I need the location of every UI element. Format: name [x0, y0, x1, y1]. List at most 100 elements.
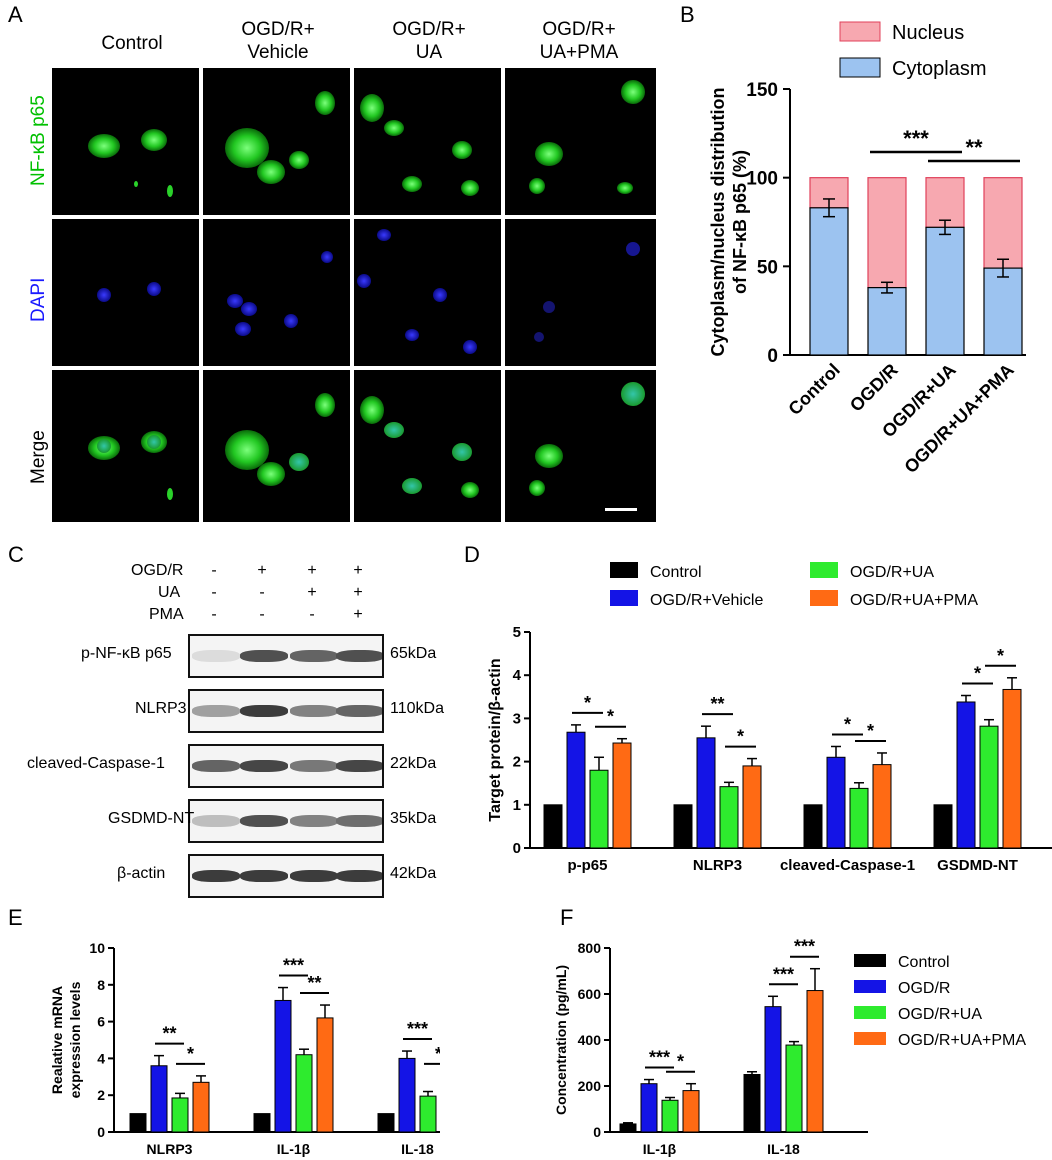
bar	[661, 1099, 679, 1133]
scale-bar	[605, 508, 637, 511]
image-merge-vehicle	[203, 370, 350, 522]
y-tick-label: 2	[97, 1087, 105, 1103]
treatment-sign: -	[211, 562, 217, 579]
treatment-sign: -	[259, 606, 265, 623]
significance-label: *	[187, 1044, 194, 1064]
kda-label: 22kDa	[390, 755, 437, 772]
significance-label: ***	[649, 1048, 670, 1068]
treatment-sign: +	[257, 562, 267, 579]
blot-band	[336, 705, 382, 717]
legend-label: OGD/R	[898, 980, 950, 997]
y-tick-label: 0	[767, 346, 778, 367]
treatment-sign: -	[309, 606, 315, 623]
bar	[719, 786, 739, 849]
significance-label: ***	[283, 956, 304, 976]
category-label: OGD/R	[846, 360, 902, 416]
category-label: cleaved-Caspase-1	[780, 857, 915, 874]
image-nfkb-ua-pma	[505, 68, 656, 215]
legend-label: OGD/R+Vehicle	[650, 592, 763, 609]
legend-swatch	[839, 57, 881, 78]
legend-swatch	[839, 21, 881, 42]
blot-band	[240, 870, 288, 882]
legend-swatch	[610, 562, 638, 578]
chart-e: 0246810************NLRP3IL-1βIL-18Realat…	[49, 940, 440, 1157]
legend-label: OGD/R+UA+PMA	[898, 1032, 1026, 1049]
y-tick-label: 4	[97, 1050, 105, 1066]
y-tick-label: 6	[97, 1014, 105, 1030]
treatment-label: OGD/R	[131, 562, 184, 579]
bar	[785, 1044, 803, 1133]
bar	[849, 787, 869, 849]
y-tick-label: 5	[513, 624, 521, 641]
significance-label: *	[584, 693, 591, 713]
image-merge-ua	[354, 370, 501, 522]
blot-strip	[188, 744, 384, 788]
bar	[1002, 688, 1022, 849]
legend-label: Nucleus	[892, 22, 964, 44]
column-label-line: Vehicle	[247, 42, 309, 63]
blot-band	[192, 760, 240, 772]
column-label-line: UA+PMA	[539, 42, 619, 63]
legend-label: OGD/R+UA+PMA	[850, 592, 978, 609]
significance-label: **	[307, 973, 321, 993]
legend-label: Cytoplasm	[892, 58, 986, 80]
legend-swatch	[854, 1032, 886, 1045]
image-merge-ua-pma	[505, 370, 656, 522]
bar	[743, 1074, 761, 1133]
bar	[566, 731, 586, 849]
bar	[419, 1095, 437, 1133]
blot-band	[240, 705, 288, 717]
column-label-line: UA	[415, 42, 443, 63]
bar	[253, 1113, 271, 1133]
significance-label: *	[435, 1044, 440, 1064]
bar	[612, 742, 632, 849]
y-tick-label: 10	[89, 940, 105, 956]
bar	[377, 1113, 395, 1133]
legend-label: OGD/R+UA	[898, 1006, 982, 1023]
blot-band	[290, 705, 338, 717]
y-tick-label: 1	[513, 797, 521, 814]
y-tick-label: 150	[746, 80, 778, 101]
bar-nucleus	[983, 177, 1023, 269]
bar	[872, 764, 892, 849]
bar	[171, 1097, 189, 1133]
column-label-line: OGD/R+	[542, 19, 616, 40]
panel-letter-e: E	[8, 905, 23, 930]
blot-band	[336, 650, 382, 662]
blot-strip	[188, 799, 384, 843]
significance-label: **	[162, 1024, 176, 1044]
significance-label: ***	[794, 937, 815, 957]
y-tick-label: 2	[513, 754, 521, 771]
bar	[192, 1081, 210, 1133]
blot-band	[336, 815, 382, 827]
legend-label: OGD/R+UA	[850, 564, 934, 581]
blot-band	[240, 815, 288, 827]
significance-label: *	[677, 1052, 684, 1072]
protein-label: p-NF-κB p65	[81, 645, 172, 662]
blot-band	[192, 705, 240, 717]
category-label: IL-1β	[643, 1141, 677, 1157]
blot-band	[192, 870, 240, 882]
bar	[803, 804, 823, 849]
blot-band	[290, 650, 338, 662]
y-axis-label-line1: Cytoplasm/nucleus distribution	[708, 87, 728, 356]
legend-swatch	[810, 562, 838, 578]
image-nfkb-vehicle	[203, 68, 350, 215]
significance-label: ***	[773, 964, 794, 984]
bar-cytoplasm	[983, 267, 1023, 356]
significance-label: *	[607, 707, 614, 727]
category-label: p-p65	[567, 857, 607, 874]
category-label: OGD/R+UA+PMA	[900, 360, 1017, 477]
kda-label: 42kDa	[390, 865, 437, 882]
legend-swatch	[610, 590, 638, 606]
significance-label: *	[974, 664, 981, 684]
y-axis-label-line2: expression levels	[67, 981, 83, 1098]
panel-letter-a: A	[8, 2, 23, 27]
kda-label: 65kDa	[390, 645, 437, 662]
y-tick-label: 0	[97, 1124, 105, 1140]
bar	[619, 1123, 637, 1133]
significance-label: **	[965, 135, 983, 160]
y-tick-label: 3	[513, 710, 521, 727]
treatment-sign: -	[211, 584, 217, 601]
